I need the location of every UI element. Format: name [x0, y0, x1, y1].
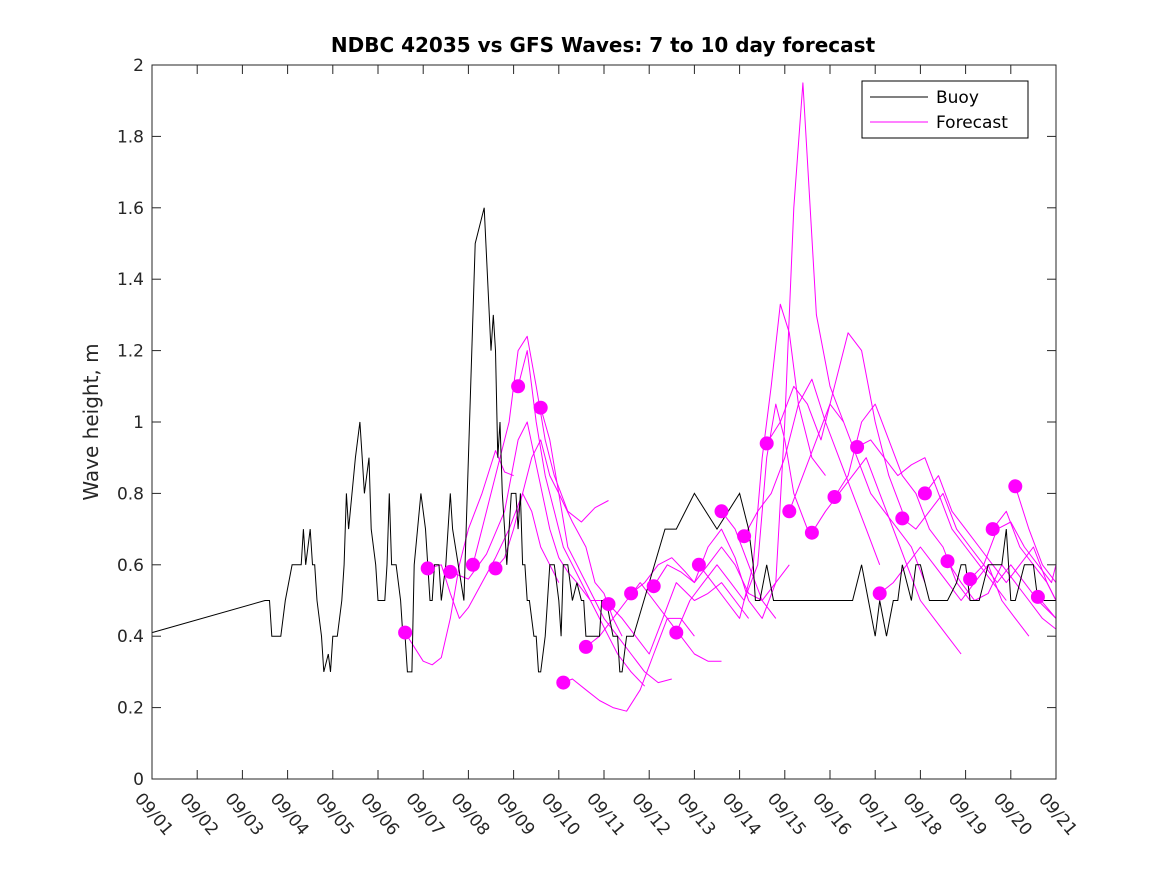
forecast-line-4	[472, 335, 609, 565]
forecast-point	[443, 564, 458, 579]
y-tick-label: 1	[133, 413, 144, 433]
forecast-point	[533, 400, 548, 415]
legend: Buoy Forecast	[861, 80, 1029, 139]
forecast-line-16	[743, 378, 881, 565]
forecast-line-5	[495, 439, 623, 637]
plot-area	[152, 65, 1056, 779]
forecast-point	[601, 597, 616, 612]
forecast-line-11	[630, 546, 777, 619]
forecast-line-28	[1014, 486, 1057, 583]
forecast-point	[511, 379, 526, 394]
forecast-line-9	[585, 582, 722, 662]
buoy-line	[151, 207, 1056, 673]
forecast-line-2	[427, 492, 560, 619]
forecast-point	[1030, 589, 1045, 604]
legend-buoy-label: Buoy	[936, 88, 979, 108]
forecast-point	[646, 579, 661, 594]
forecast-line-10	[608, 582, 749, 655]
forecast-point	[940, 554, 955, 569]
y-axis-label: Wave height, m	[79, 343, 103, 500]
forecast-line-23	[901, 492, 1057, 619]
forecast-line-12	[653, 528, 790, 619]
forecast-point	[963, 572, 978, 587]
forecast-line-6	[517, 350, 646, 687]
forecast-line-1	[404, 450, 514, 666]
forecast-line-18	[788, 403, 926, 583]
forecast-line-26	[969, 521, 1057, 584]
forecast-point	[782, 504, 797, 519]
forecast-point	[669, 625, 684, 640]
series-layer	[151, 82, 1057, 712]
y-tick-label: 1.6	[117, 199, 144, 219]
y-tick-label: 1.2	[117, 342, 144, 362]
forecast-point	[578, 639, 593, 654]
forecast-point	[1008, 479, 1023, 494]
forecast-point	[420, 561, 435, 576]
forecast-point	[737, 529, 752, 544]
forecast-line-13	[675, 403, 808, 633]
forecast-line-22	[879, 546, 1030, 637]
y-tick-label: 1.8	[117, 127, 144, 147]
forecast-point	[714, 504, 729, 519]
forecast-point	[850, 440, 865, 454]
y-tick-label: 0.6	[117, 556, 144, 576]
forecast-point	[895, 511, 910, 526]
forecast-point	[985, 522, 1000, 537]
legend-box	[861, 80, 1029, 139]
forecast-point	[465, 557, 480, 572]
forecast-point	[804, 525, 819, 540]
y-tick-label: 1.4	[117, 270, 144, 290]
forecast-point	[556, 675, 571, 690]
legend-forecast-label: Forecast	[936, 113, 1008, 133]
forecast-point	[624, 586, 639, 601]
forecast-point	[691, 557, 706, 572]
chart-title: NDBC 42035 vs GFS Waves: 7 to 10 day for…	[331, 33, 876, 57]
forecast-line-15	[721, 82, 845, 601]
y-tick-label: 0.2	[117, 699, 144, 719]
forecast-line-7	[540, 407, 672, 684]
y-tick-label: 0.8	[117, 484, 144, 504]
forecast-point	[488, 561, 503, 576]
forecast-line-17	[766, 332, 903, 512]
forecast-point	[398, 625, 413, 640]
forecast-point	[759, 436, 774, 451]
forecast-line-14	[698, 303, 826, 619]
forecast-point	[827, 490, 842, 504]
y-tick-label: 2	[133, 56, 144, 76]
forecast-point	[917, 486, 932, 501]
forecast-line-8	[563, 617, 695, 712]
y-tick-label: 0.4	[117, 627, 144, 647]
y-tick-label: 0	[133, 770, 144, 790]
forecast-point	[872, 586, 887, 601]
forecast-line-27	[992, 510, 1057, 601]
